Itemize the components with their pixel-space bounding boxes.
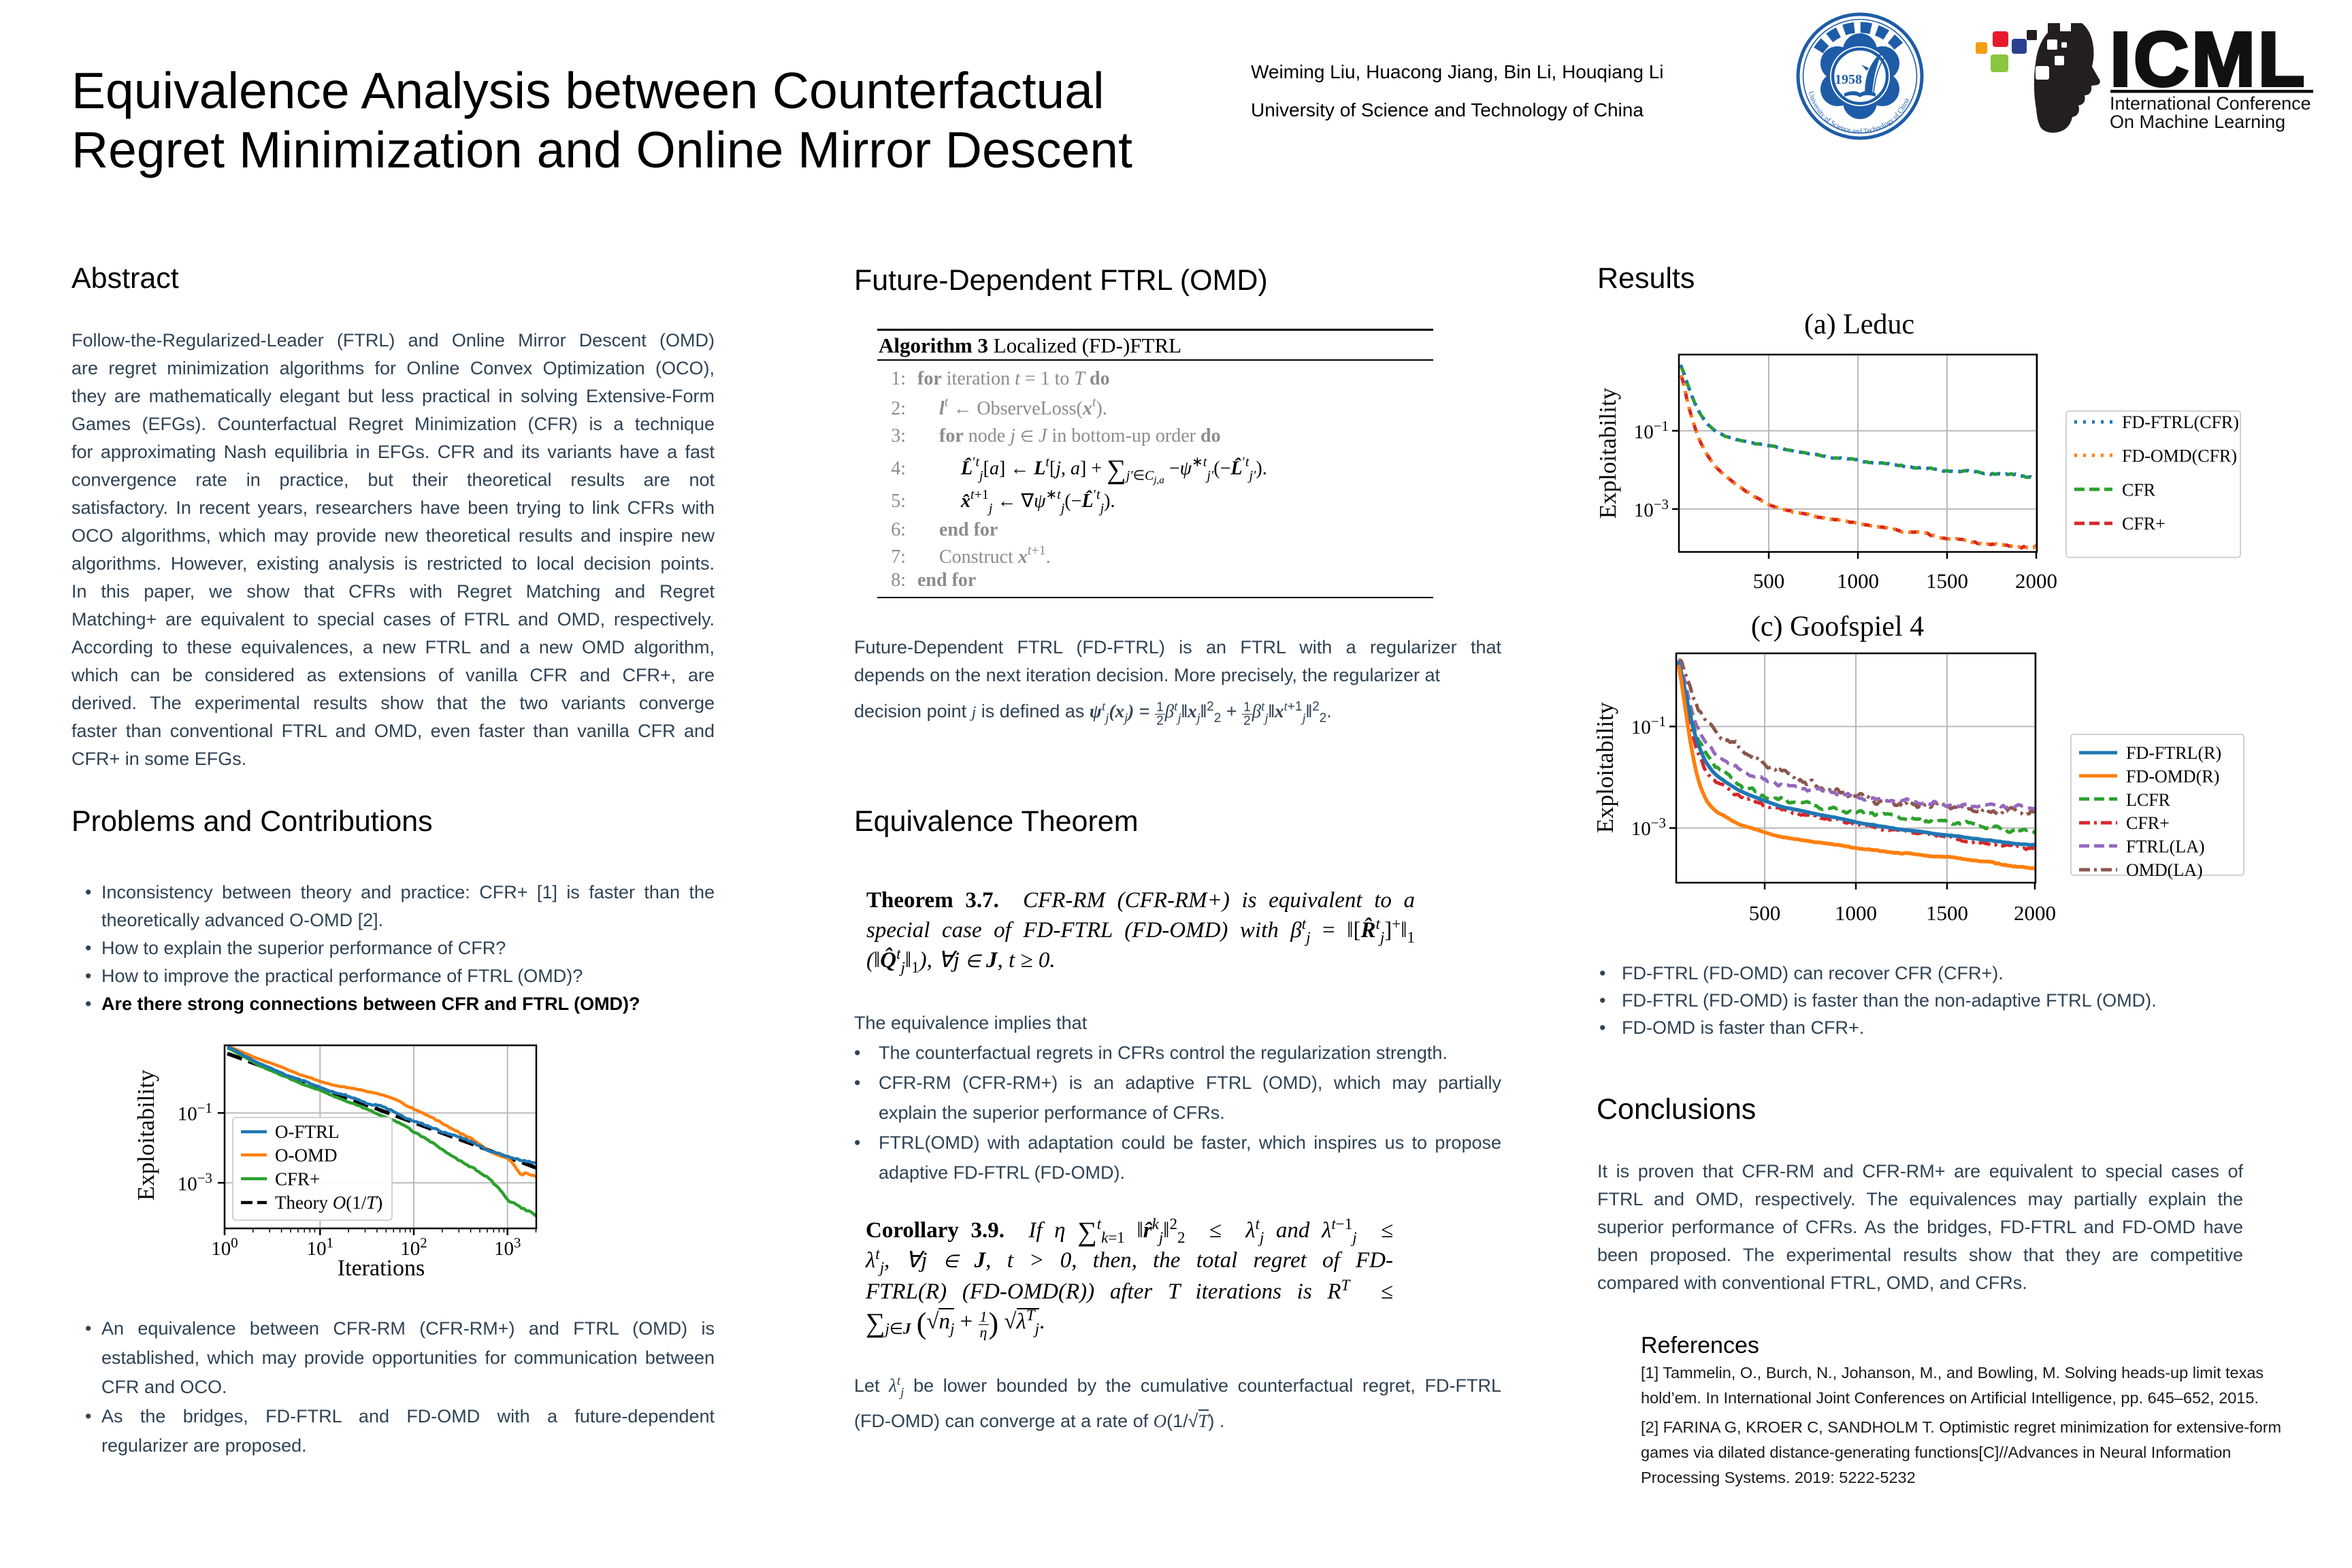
svg-text:FD-OMD(R): FD-OMD(R): [2126, 766, 2219, 786]
svg-text:(c) Goofspiel 4: (c) Goofspiel 4: [1751, 611, 1924, 642]
svg-text:CFR+: CFR+: [2122, 514, 2166, 534]
svg-text:FD-OMD(CFR): FD-OMD(CFR): [2122, 446, 2237, 466]
svg-text:CFR: CFR: [2122, 480, 2156, 500]
svg-text:1500: 1500: [1926, 901, 1968, 925]
svg-text:On Machine Learning: On Machine Learning: [2110, 112, 2285, 132]
svg-text:10−3: 10−3: [1631, 815, 1666, 840]
svg-text:FD-FTRL(R): FD-FTRL(R): [2126, 743, 2221, 763]
svg-text:2000: 2000: [2015, 569, 2057, 593]
svg-text:1000: 1000: [1837, 569, 1879, 593]
svg-text:2000: 2000: [2014, 901, 2056, 925]
svg-text:Iterations: Iterations: [338, 1256, 425, 1281]
svg-text:O-OMD: O-OMD: [275, 1145, 338, 1166]
svg-text:103: 103: [494, 1235, 521, 1260]
svg-text:10−1: 10−1: [1631, 713, 1666, 738]
svg-text:CFR+: CFR+: [275, 1169, 320, 1189]
svg-text:LCFR: LCFR: [2126, 790, 2171, 810]
svg-text:OMD(LA): OMD(LA): [2126, 860, 2203, 880]
svg-text:International Conference: International Conference: [2110, 93, 2311, 114]
svg-text:Exploitability: Exploitability: [133, 1069, 159, 1200]
svg-text:500: 500: [1749, 901, 1781, 925]
svg-text:1000: 1000: [1835, 901, 1877, 925]
svg-text:1500: 1500: [1926, 569, 1968, 593]
svg-text:O-FTRL: O-FTRL: [275, 1122, 340, 1142]
svg-text:CFR+: CFR+: [2126, 813, 2170, 833]
svg-text:100: 100: [211, 1235, 238, 1260]
svg-text:10−1: 10−1: [178, 1100, 212, 1125]
svg-text:Exploitability: Exploitability: [1592, 702, 1618, 833]
svg-text:10−3: 10−3: [1634, 496, 1669, 521]
svg-text:1958: 1958: [1835, 72, 1862, 87]
svg-text:(a) Leduc: (a) Leduc: [1804, 309, 1914, 340]
svg-text:500: 500: [1753, 569, 1785, 593]
svg-text:10−1: 10−1: [1634, 418, 1669, 443]
svg-text:Theory O(1/T): Theory O(1/T): [275, 1192, 382, 1213]
svg-text:Exploitability: Exploitability: [1595, 387, 1621, 519]
svg-text:101: 101: [307, 1235, 333, 1260]
svg-text:FD-FTRL(CFR): FD-FTRL(CFR): [2122, 412, 2239, 432]
svg-text:10−3: 10−3: [178, 1170, 212, 1195]
svg-text:FTRL(LA): FTRL(LA): [2126, 837, 2205, 857]
svg-text:ICML: ICML: [2110, 16, 2307, 102]
